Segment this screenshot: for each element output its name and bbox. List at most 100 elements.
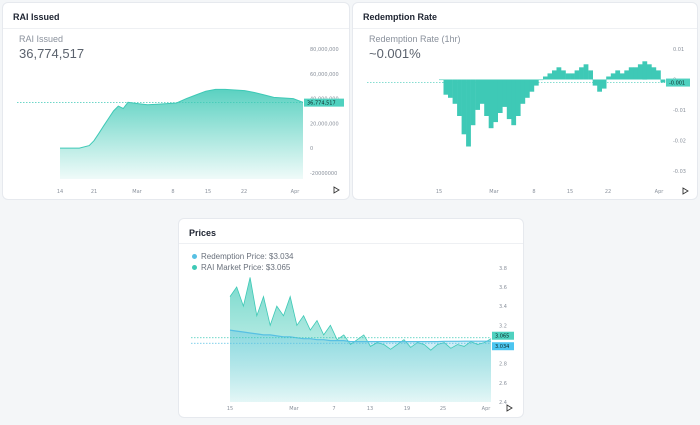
y-tick-label: 2.8 [499, 362, 507, 368]
rate-bar [651, 67, 657, 80]
x-tick-label: Mar [289, 406, 299, 412]
y-tick-label: 3.2 [499, 323, 507, 329]
x-tick-label: Apr [655, 189, 665, 195]
rate-bar [484, 79, 489, 116]
rate-bar [543, 76, 548, 80]
redemption-price-badge: 3.034 [495, 344, 509, 350]
rate-bar [597, 79, 602, 92]
redemption-price-line [229, 329, 491, 343]
play-icon[interactable] [506, 404, 513, 412]
rate-bar [470, 79, 476, 126]
market-price-line [229, 277, 492, 351]
rate-bar [642, 61, 648, 80]
rate-bar [457, 79, 462, 116]
x-tick-label: 8 [171, 189, 174, 195]
rate-bar [547, 73, 553, 80]
redemption-rate-card: Redemption Rate Redemption Rate (1hr) ~0… [352, 2, 698, 200]
redemption-rate-metric-value: ~0.001% [369, 46, 421, 61]
rate-bar [624, 70, 630, 80]
rate-bar [502, 79, 508, 107]
rate-bar [606, 76, 611, 80]
rate-bar [570, 73, 575, 80]
rate-bar [488, 79, 494, 129]
market-price-badge-bg [492, 331, 514, 340]
redemption-price-area [230, 330, 491, 402]
rate-bar [574, 70, 580, 80]
prices-chart[interactable]: 3.83.63.43.232.82.62.415Mar7131925Apr3.0… [179, 219, 525, 419]
play-icon[interactable] [682, 187, 689, 195]
prices-card: Prices 3.83.63.43.232.82.62.415Mar713192… [178, 218, 524, 418]
legend-label-redemption-price: Redemption Price: $3.034 [201, 252, 294, 261]
rate-bar [520, 79, 526, 104]
prices-card-title: Prices [189, 228, 217, 238]
x-tick-label: 19 [404, 406, 410, 412]
y-tick-label: 3.8 [499, 266, 507, 272]
rate-bar [439, 79, 444, 81]
legend-label-market-price: RAI Market Price: $3.065 [201, 263, 291, 272]
rate-bar [556, 67, 562, 80]
rate-bar [466, 79, 471, 147]
divider [3, 28, 349, 29]
x-tick-label: 22 [605, 189, 611, 195]
rai-issued-card-title: RAI Issued [13, 12, 60, 22]
redemption-price-badge-bg [492, 342, 514, 351]
rate-bar [637, 64, 643, 80]
play-icon[interactable] [333, 186, 340, 194]
x-tick-label: 15 [227, 406, 233, 412]
rate-bar [619, 73, 625, 80]
x-tick-label: 15 [567, 189, 573, 195]
divider [179, 243, 523, 244]
rate-bar [561, 70, 566, 80]
rate-bar [452, 79, 458, 104]
rate-bar [529, 79, 535, 92]
market-price-badge: 3.065 [495, 334, 509, 340]
rai-issued-badge: 36,774,517 [307, 101, 336, 107]
rate-bar [633, 67, 639, 80]
y-tick-label: 2.6 [499, 381, 507, 387]
x-tick-label: Mar [132, 189, 142, 195]
legend-dot-redemption [192, 254, 197, 259]
rate-bar [610, 73, 616, 80]
y-tick-label: -0.02 [673, 138, 686, 144]
rate-bar [601, 79, 607, 89]
x-tick-label: 15 [436, 189, 442, 195]
rai-issued-area [60, 89, 303, 179]
rai-issued-metric-label: RAI Issued [19, 34, 64, 44]
x-tick-label: Apr [482, 406, 492, 412]
rai-issued-badge-bg [304, 98, 344, 107]
y-tick-label: 20,000,000 [310, 121, 339, 127]
rate-bar [506, 79, 512, 120]
rate-bar [660, 79, 666, 83]
y-tick-label: -20000000 [310, 171, 337, 177]
rai-issued-chart[interactable]: 80,000,00060,000,00040,000,00020,000,000… [3, 3, 351, 201]
rate-bar [461, 79, 467, 135]
x-tick-label: 25 [440, 406, 446, 412]
redemption-rate-metric-label: Redemption Rate (1hr) [369, 34, 461, 44]
x-tick-label: 8 [532, 189, 535, 195]
rate-bar [565, 73, 571, 80]
rate-bar [552, 70, 557, 80]
y-tick-label: 0.01 [673, 47, 684, 53]
rai-issued-card: RAI Issued RAI Issued 36,774,517 80,000,… [2, 2, 350, 200]
rate-bar [448, 79, 453, 98]
x-tick-label: Mar [489, 189, 499, 195]
rate-bar [628, 67, 634, 80]
rai-issued-line [60, 88, 304, 149]
x-tick-label: 15 [205, 189, 211, 195]
x-tick-label: 21 [91, 189, 97, 195]
redemption-rate-badge: -0.001 [669, 81, 685, 87]
y-tick-label: -0.03 [673, 169, 686, 175]
rate-bar [497, 79, 503, 113]
rate-bar [524, 79, 530, 98]
rate-bar [511, 79, 517, 126]
rate-bar [588, 70, 593, 80]
rate-bar [475, 79, 480, 110]
legend-dot-market [192, 265, 197, 270]
y-tick-label: 80,000,000 [310, 47, 339, 53]
y-tick-label: 3.6 [499, 285, 507, 291]
rai-issued-metric-value: 36,774,517 [19, 46, 85, 61]
x-tick-label: 13 [367, 406, 373, 412]
x-tick-label: 7 [332, 406, 335, 412]
redemption-rate-card-title: Redemption Rate [363, 12, 438, 22]
